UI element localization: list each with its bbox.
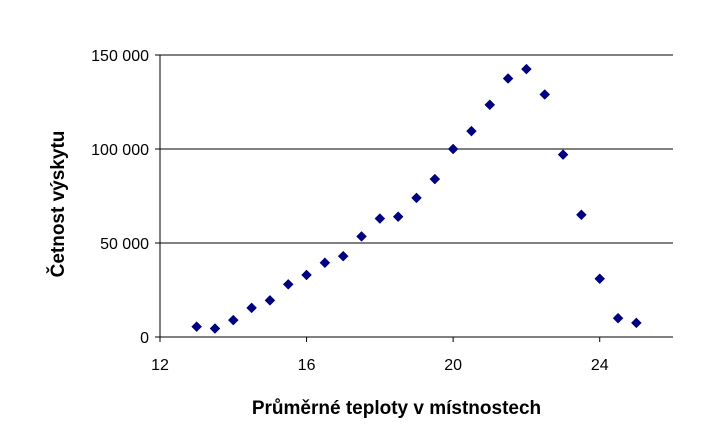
- y-axis-title: Četnost výskytu: [47, 131, 69, 278]
- data-point: [301, 269, 312, 281]
- x-tick-label: 20: [444, 357, 462, 374]
- y-tick-labels: 0 50 000 100 000 150 000: [91, 48, 160, 347]
- y-tick-label: 100 000: [91, 142, 149, 159]
- data-point: [466, 125, 477, 137]
- x-tick-label: 16: [298, 357, 316, 374]
- x-tick-label: 12: [151, 357, 169, 374]
- data-point: [576, 209, 587, 221]
- data-point: [319, 257, 331, 269]
- data-point: [191, 321, 202, 333]
- y-tick-label: 50 000: [100, 236, 149, 253]
- data-point: [539, 89, 551, 100]
- data-points: [191, 63, 642, 334]
- y-tick-label: 150 000: [91, 48, 149, 65]
- data-point: [282, 279, 294, 290]
- data-point: [484, 99, 496, 111]
- axes: [159, 55, 673, 338]
- data-point: [356, 231, 367, 242]
- data-point: [392, 211, 404, 223]
- data-point: [557, 149, 569, 160]
- data-point: [227, 314, 239, 326]
- data-point: [502, 73, 514, 84]
- data-point: [631, 317, 642, 329]
- gridlines: [160, 54, 673, 244]
- data-point: [612, 312, 624, 324]
- data-point: [594, 273, 606, 285]
- data-point: [411, 192, 422, 204]
- x-axis-title: Průměrné teploty v místnostech: [252, 398, 541, 419]
- data-point: [374, 213, 386, 224]
- data-point: [429, 173, 441, 185]
- data-point: [209, 323, 221, 334]
- data-point: [246, 302, 257, 314]
- x-tick-labels: 12 16 20 24: [151, 337, 609, 374]
- x-tick-label: 24: [591, 357, 609, 374]
- data-point: [521, 63, 532, 75]
- data-point: [337, 250, 349, 262]
- data-point: [447, 143, 459, 155]
- data-point: [264, 294, 276, 306]
- y-tick-label: 0: [140, 330, 149, 347]
